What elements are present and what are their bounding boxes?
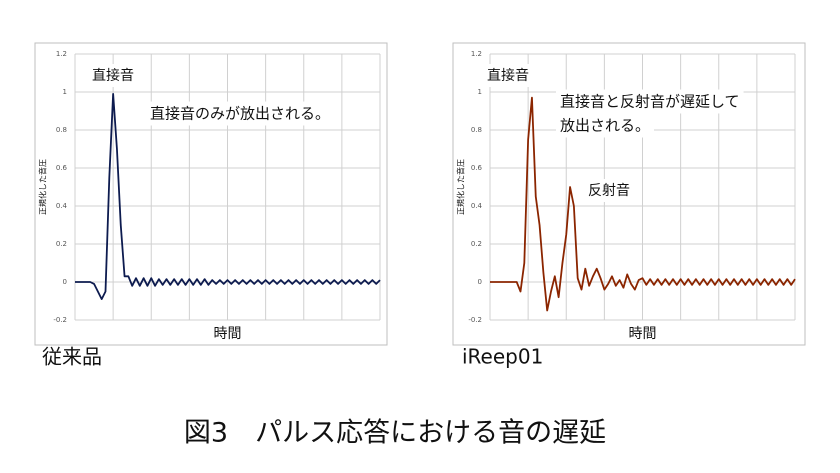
y-tick-label: 0 (63, 278, 67, 286)
y-tick-label: 1 (478, 88, 482, 96)
annotation: 直接音のみが放出される。 (150, 105, 330, 123)
y-tick-label: 0.4 (471, 202, 483, 210)
annotation: 放出される。 (560, 117, 650, 135)
y-tick-label: -0.2 (468, 316, 482, 324)
x-label-bg (624, 324, 661, 344)
y-tick-label: 0.2 (56, 240, 67, 248)
annotation-bg (584, 179, 634, 202)
y-tick-label: 0.8 (56, 126, 67, 134)
chart-frame (34, 42, 388, 346)
line-series (490, 96, 796, 312)
y-tick-label: 0.6 (471, 164, 483, 172)
annotation-bg (556, 89, 744, 114)
annotation-bg (483, 64, 533, 87)
x-axis-label: 時間 (214, 326, 242, 342)
y-tick-label: 1.2 (56, 50, 67, 58)
y-tick-label: 0 (478, 278, 482, 286)
line-series (75, 93, 381, 300)
y-tick-label: 0.2 (471, 240, 482, 248)
y-tick-label: -0.2 (53, 316, 67, 324)
x-axis-label: 時間 (629, 326, 657, 342)
x-label-bg (209, 324, 246, 344)
annotation-bg (556, 113, 655, 138)
y-axis-label: 正規化した音圧 (456, 159, 466, 215)
figure-caption: 図3 パルス応答における音の遅延 (184, 418, 606, 449)
y-tick-label: 0.4 (56, 202, 68, 210)
annotation: 直接音 (92, 67, 134, 84)
annotation-bg (88, 64, 138, 87)
chart-caption: iReep01 (462, 345, 543, 369)
y-tick-label: 1.2 (471, 50, 482, 58)
y-tick-label: 0.6 (56, 164, 68, 172)
annotation-bg (146, 101, 335, 126)
annotation: 反射音 (588, 182, 630, 199)
annotation: 直接音 (487, 67, 529, 84)
y-tick-label: 0.8 (471, 126, 482, 134)
annotation: 直接音と反射音が遅延して (560, 93, 740, 111)
y-axis-label: 正規化した音圧 (38, 159, 48, 215)
y-tick-label: 1 (63, 88, 67, 96)
chart-caption: 従来品 (42, 345, 102, 369)
